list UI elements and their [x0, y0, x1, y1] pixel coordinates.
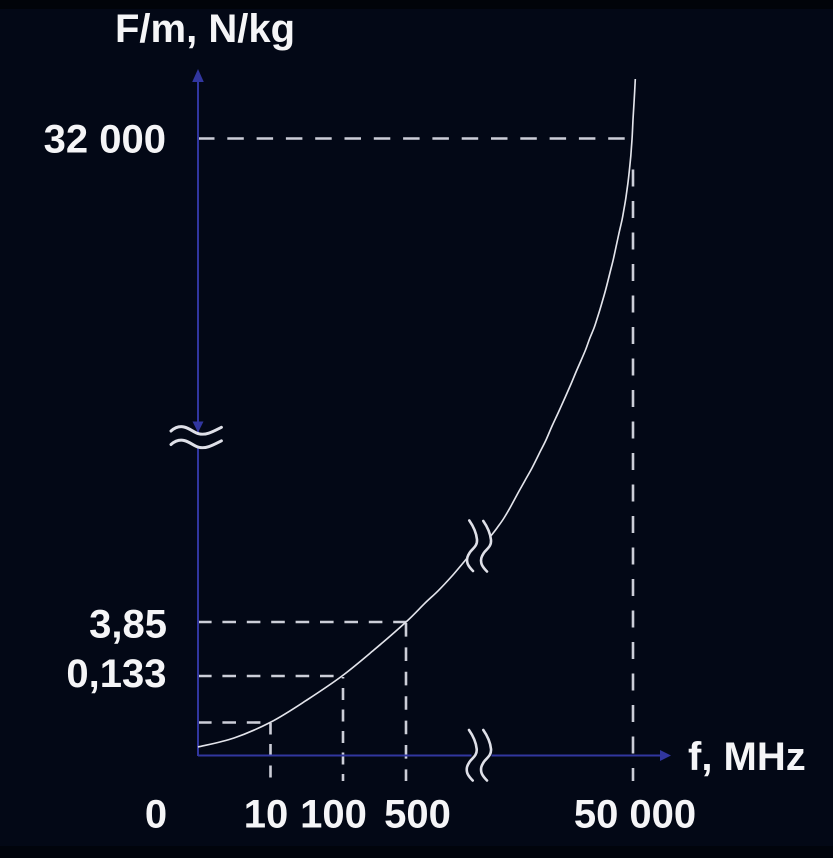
svg-text:50 000: 50 000 [574, 793, 696, 837]
svg-text:0: 0 [145, 793, 167, 837]
svg-text:3,85: 3,85 [89, 603, 167, 647]
svg-text:32 000: 32 000 [44, 118, 166, 162]
svg-text:0,133: 0,133 [66, 652, 166, 696]
svg-text:F/m, N/kg: F/m, N/kg [115, 7, 295, 51]
svg-text:10: 10 [244, 793, 289, 837]
svg-text:f, MHz: f, MHz [688, 735, 806, 779]
svg-text:500: 500 [384, 793, 451, 837]
svg-text:100: 100 [300, 793, 367, 837]
